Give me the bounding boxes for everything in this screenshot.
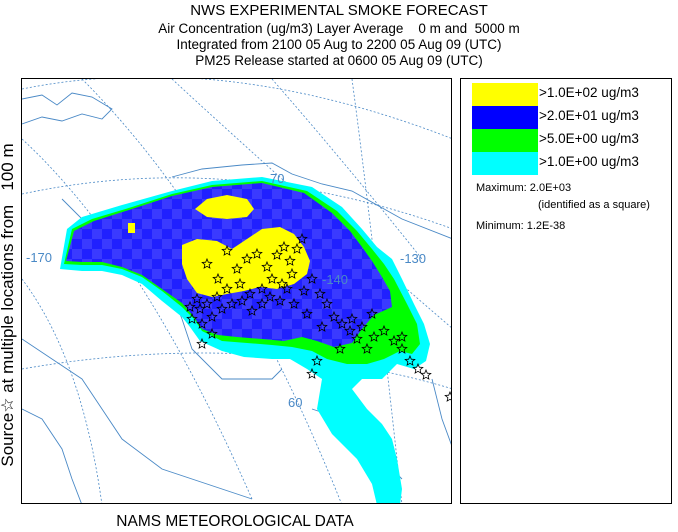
legend-label: >5.0E+00 ug/m3 <box>539 131 639 146</box>
source-star-icon <box>236 294 248 306</box>
source-star-icon <box>276 277 288 289</box>
maximum-value: Maximum: 2.0E+03 <box>476 182 572 194</box>
source-star-icon <box>221 282 233 294</box>
graticule-labels: -130 -140 -170 60 70 <box>26 171 426 410</box>
met-data-label: NAMS METEOROLOGICAL DATA <box>116 513 354 530</box>
source-star-icon <box>201 257 213 269</box>
source-star-icon <box>368 330 380 342</box>
source-star-icon <box>356 320 368 332</box>
source-location-label: Source☆ at multiple locations from 100 m <box>0 143 17 467</box>
source-star-icon <box>420 368 432 380</box>
source-star-icon <box>201 297 213 309</box>
lon-label-140w: -140 <box>322 272 348 287</box>
source-star-icon <box>184 300 196 312</box>
source-star-icon <box>281 282 293 294</box>
source-star-icon <box>306 272 318 284</box>
source-star-icon <box>286 267 298 279</box>
source-star-icon <box>211 290 223 302</box>
legend-swatch <box>472 83 538 106</box>
source-star-icon <box>186 312 198 324</box>
source-star-icon <box>346 312 358 324</box>
smoke-plume <box>60 177 430 503</box>
source-star-icon <box>244 287 256 299</box>
source-star-icon <box>234 277 246 289</box>
source-star-icon <box>396 330 408 342</box>
integration-period: Integrated from 2100 05 Aug to 2200 05 A… <box>176 37 502 52</box>
source-markers <box>184 232 451 402</box>
source-star-icon <box>301 307 313 319</box>
legend-swatch <box>472 129 538 152</box>
source-star-icon <box>344 324 356 336</box>
source-star-icon <box>271 248 283 260</box>
source-star-icon <box>306 367 318 379</box>
source-star-icon <box>251 247 263 259</box>
legend-label: >2.0E+01 ug/m3 <box>539 108 639 123</box>
lat-label-60n: 60 <box>288 395 302 410</box>
source-star-icon <box>321 297 333 309</box>
source-star-icon <box>361 342 373 354</box>
legend-item: >1.0E+02 ug/m3 <box>472 83 662 106</box>
source-star-icon <box>351 332 363 344</box>
minimum-value: Minimum: 1.2E-38 <box>476 220 566 232</box>
source-star-icon <box>316 320 328 332</box>
legend-item: >2.0E+01 ug/m3 <box>472 106 662 129</box>
source-star-icon <box>256 282 268 294</box>
source-star-icon <box>212 272 224 284</box>
maximum-note: (identified as a square) <box>538 199 650 211</box>
source-star-icon <box>404 354 416 366</box>
source-star-icon <box>221 244 233 256</box>
legend-label: >1.0E+00 ug/m3 <box>539 154 639 169</box>
forecast-title: NWS EXPERIMENTAL SMOKE FORECAST <box>190 2 488 19</box>
source-star-icon <box>291 242 303 254</box>
source-star-icon <box>256 297 268 309</box>
legend-panel: >1.0E+02 ug/m3 >2.0E+01 ug/m3 >5.0E+00 u… <box>460 78 672 504</box>
legend-item: >5.0E+00 ug/m3 <box>472 129 662 152</box>
source-star-icon <box>444 390 451 402</box>
source-star-icon <box>191 292 203 304</box>
source-star-icon <box>366 307 378 319</box>
source-star-icon <box>206 310 218 322</box>
legend-item: >1.0E+00 ug/m3 <box>472 152 662 175</box>
source-star-icon <box>216 302 228 314</box>
source-star-icon <box>296 232 308 244</box>
source-star-icon <box>311 354 323 366</box>
source-star-icon <box>194 302 206 314</box>
lon-label-170w: -170 <box>26 250 52 265</box>
source-star-icon <box>298 284 310 296</box>
source-star-icon <box>261 260 273 272</box>
source-star-icon <box>226 297 238 309</box>
source-star-icon <box>206 327 218 339</box>
source-star-icon <box>334 342 346 354</box>
source-star-icon <box>314 287 326 299</box>
legend-swatch <box>472 152 538 175</box>
source-star-icon <box>196 337 208 349</box>
release-info: PM25 Release started at 0600 05 Aug 09 (… <box>195 53 483 68</box>
smoke-map: -130 -140 -170 60 70 <box>21 78 452 504</box>
source-star-icon <box>288 297 300 309</box>
lat-label-70n: 70 <box>270 171 284 186</box>
source-star-icon <box>388 334 400 346</box>
source-star-icon <box>328 310 340 322</box>
source-star-icon <box>264 290 276 302</box>
source-star-icon <box>196 317 208 329</box>
source-star-icon <box>246 304 258 316</box>
source-star-icon <box>278 240 290 252</box>
source-star-icon <box>284 254 296 266</box>
source-star-icon <box>274 294 286 306</box>
source-star-icon <box>336 317 348 329</box>
legend-label: >1.0E+02 ug/m3 <box>539 85 639 100</box>
concentration-subtitle: Air Concentration (ug/m3) Layer Average … <box>158 21 520 36</box>
source-star-icon <box>231 262 243 274</box>
source-star-icon <box>266 272 278 284</box>
source-star-icon <box>412 362 424 374</box>
source-star-icon <box>396 342 408 354</box>
source-star-icon <box>241 252 253 264</box>
lon-label-130w: -130 <box>400 251 426 266</box>
source-star-icon <box>378 324 390 336</box>
legend-swatch <box>472 106 538 129</box>
